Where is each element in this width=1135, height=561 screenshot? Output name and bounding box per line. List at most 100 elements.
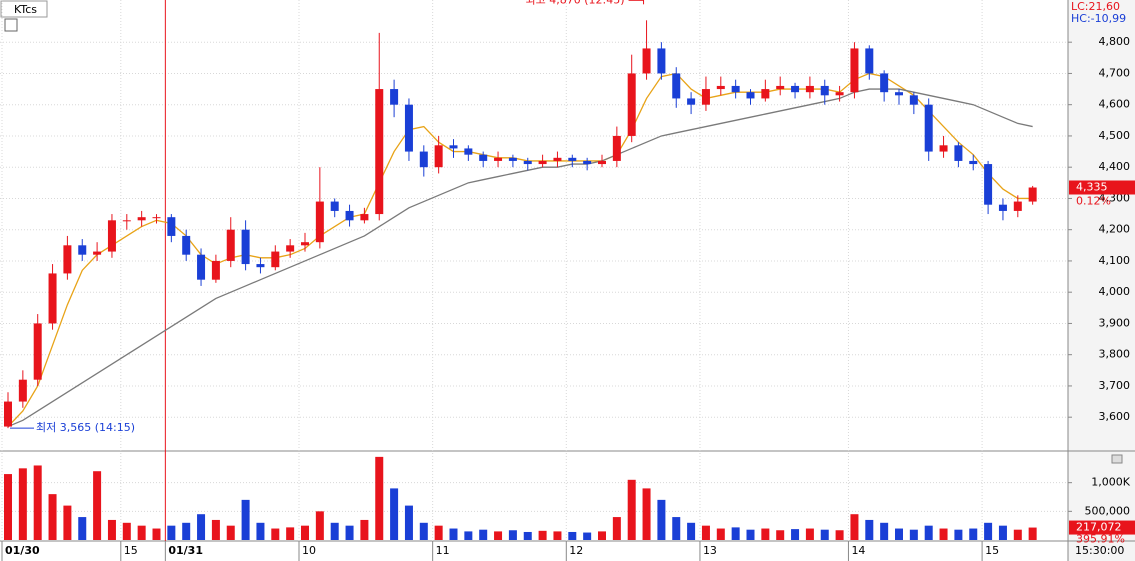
volume-bar — [880, 522, 889, 540]
volume-bar — [211, 519, 220, 540]
volume-tag — [1069, 520, 1135, 535]
candle-body — [657, 48, 666, 74]
symbol: KTcs — [14, 3, 37, 16]
volume-bar — [494, 531, 503, 540]
y-tick-label: 500,000 — [1085, 504, 1131, 517]
moving-average — [7, 88, 1033, 428]
volume-bar — [627, 479, 636, 540]
candle-body — [286, 245, 295, 252]
volume-bar — [271, 528, 280, 540]
candle-body — [598, 160, 606, 165]
volume-bar — [924, 525, 933, 540]
candle-body — [895, 92, 903, 96]
y-tick-label: 4,600 — [1099, 98, 1131, 111]
moving-average — [7, 72, 1033, 428]
volume-bar — [360, 519, 369, 540]
y-tick-label: 3,800 — [1099, 348, 1131, 361]
candle-body — [583, 160, 592, 165]
candle-body — [63, 245, 72, 274]
volume-bar — [850, 514, 859, 540]
volume-bar — [761, 528, 770, 540]
candle-body — [969, 160, 978, 165]
volume-bar — [820, 529, 829, 540]
volume-bar — [78, 517, 87, 540]
x-tick-label: 14 — [851, 544, 865, 557]
hc-indicator: HC:-10,99 — [1071, 12, 1126, 25]
candle-body — [78, 245, 87, 255]
candle-body — [93, 251, 102, 255]
candle-body — [404, 104, 413, 152]
volume-bar — [286, 527, 295, 540]
candle-body — [627, 73, 636, 136]
volume-bar — [1013, 529, 1022, 540]
candle-body — [419, 151, 428, 168]
volume-bar — [63, 505, 72, 540]
volume-bar — [137, 525, 146, 540]
volume-bar — [315, 511, 324, 540]
volume-bar — [776, 530, 785, 540]
y-tick-label: 4,300 — [1099, 191, 1131, 204]
annotation: 최고 4,870 (12:45) — [526, 0, 625, 6]
candle-body — [508, 157, 517, 161]
price-tag-label: 4,335 — [1076, 181, 1108, 194]
volume-bar — [939, 528, 948, 540]
candle-body — [998, 204, 1007, 211]
volume-bar — [390, 488, 399, 540]
volume-bar — [672, 517, 681, 540]
candle-body — [167, 217, 176, 236]
candle-body — [1028, 187, 1037, 202]
candle-body — [805, 85, 814, 93]
candle-body — [835, 92, 844, 96]
candle-body — [791, 85, 800, 93]
candle-body — [226, 229, 235, 261]
axis-panel — [1068, 0, 1135, 561]
panel-button[interactable] — [1111, 454, 1123, 464]
volume-bar — [345, 525, 354, 540]
volume-bar — [479, 529, 488, 540]
candle-body — [701, 89, 710, 105]
table-icon[interactable] — [4, 18, 18, 32]
y-tick-label: 4,200 — [1099, 223, 1131, 236]
volume-bar — [612, 517, 621, 540]
candle-body — [939, 145, 948, 152]
volume-bar — [969, 528, 978, 540]
volume-bar — [538, 530, 547, 540]
candle-body — [271, 251, 280, 268]
x-tick-label: 01/31 — [168, 544, 203, 557]
candle-body — [301, 242, 309, 246]
volume-bar — [657, 499, 666, 540]
candle-body — [345, 210, 354, 221]
volume-bar — [865, 519, 874, 540]
y-tick-label: 4,400 — [1099, 160, 1131, 173]
candle-body — [984, 164, 993, 205]
candle-body — [122, 220, 131, 222]
candle-body — [746, 92, 755, 99]
x-tick-label: 11 — [436, 544, 450, 557]
volume-bar — [598, 531, 606, 540]
y-tick-label: 3,600 — [1099, 410, 1131, 423]
volume-bar — [197, 514, 206, 540]
volume-bar — [895, 528, 903, 540]
volume-bar — [419, 522, 428, 540]
volume-bar — [909, 529, 918, 540]
volume-bar — [642, 488, 651, 540]
candle-body — [731, 85, 740, 93]
y-tick-label: 3,700 — [1099, 379, 1131, 392]
price-tag — [1069, 180, 1135, 195]
time-label: 15:30:00 — [1075, 544, 1124, 557]
candle-body — [390, 89, 399, 105]
volume-bar — [1028, 527, 1037, 540]
x-tick-label: 01/30 — [5, 544, 40, 557]
candle-body — [256, 264, 265, 268]
y-tick-label: 4,800 — [1099, 35, 1131, 48]
candle-body — [152, 217, 161, 219]
volume-bar — [434, 525, 443, 540]
volume-bar — [152, 528, 161, 540]
candle-body — [612, 135, 621, 161]
volume-bar — [93, 471, 102, 540]
y-tick-label: 4,000 — [1099, 285, 1131, 298]
x-tick-label: 10 — [302, 544, 316, 557]
volume-bar — [464, 531, 473, 540]
candle-body — [538, 160, 547, 165]
